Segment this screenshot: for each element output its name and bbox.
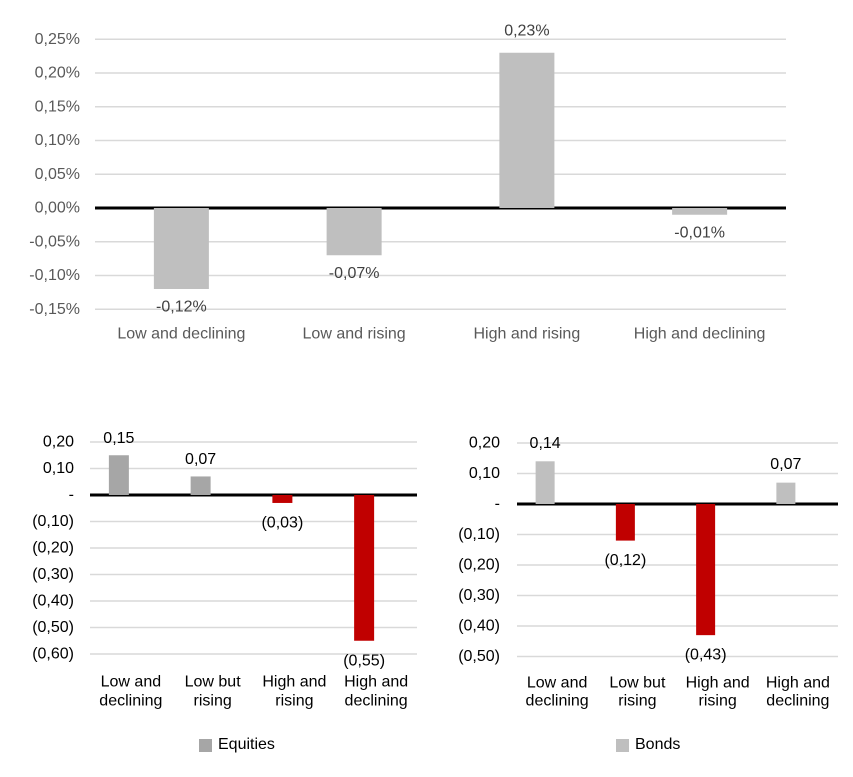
y-tick-label: (0,40) <box>458 618 500 635</box>
category-label: High and <box>262 674 326 691</box>
category-label: Low but <box>609 675 666 692</box>
legend-label-bonds: Bonds <box>635 736 681 753</box>
y-tick-label: 0,10 <box>43 460 74 477</box>
value-label: (0,55) <box>343 652 385 669</box>
y-tick-label: - <box>69 487 74 504</box>
y-tick-label: -0,05% <box>29 233 80 250</box>
y-tick-label: 0,15% <box>35 98 80 115</box>
category-label: High and rising <box>474 326 581 343</box>
legend-label-equities: Equities <box>218 736 275 753</box>
chart-bonds: 0,20 0,10 - (0,10) (0,20) (0,30) (0,40) (0,50) 0… <box>458 435 838 710</box>
y-tick-label: (0,10) <box>458 526 500 543</box>
legend-bonds: Bonds <box>616 736 680 754</box>
y-tick-label: (0,10) <box>32 513 74 530</box>
y-tick-label: (0,30) <box>458 587 500 604</box>
y-tick-label: 0,20% <box>35 65 80 82</box>
value-label: 0,07 <box>770 456 801 473</box>
category-label: High and <box>344 674 408 691</box>
category-label: rising <box>618 693 656 710</box>
category-label: High and <box>766 675 830 692</box>
y-tick-label: (0,20) <box>32 540 74 557</box>
bar-low-and-declining <box>108 455 129 495</box>
legend-swatch-equities <box>199 738 212 752</box>
category-label: declining <box>99 693 162 710</box>
category-label: High and declining <box>634 326 766 343</box>
y-tick-label: - <box>495 496 500 513</box>
y-tick-label: 0,10% <box>35 132 80 149</box>
y-tick-label: (0,50) <box>32 619 74 636</box>
y-tick-label: 0,00% <box>35 200 80 217</box>
chart-overall: 0,25% 0,20% 0,15% 0,10% 0,05% 0,00% -0,05% -0,1… <box>29 22 786 343</box>
value-label: 0,15 <box>103 430 134 447</box>
y-tick-label: -0,10% <box>29 267 80 284</box>
value-label: 0,14 <box>530 435 561 452</box>
category-label: declining <box>526 693 589 710</box>
category-label: rising <box>699 693 737 710</box>
y-tick-label: 0,20 <box>469 435 500 452</box>
category-label: rising <box>275 693 313 710</box>
y-tick-label: 0,25% <box>35 31 80 48</box>
y-tick-label: 0,05% <box>35 166 80 183</box>
bar-low-but-rising <box>190 476 211 495</box>
y-tick-label: 0,20 <box>43 434 74 451</box>
y-tick-label: (0,50) <box>458 648 500 665</box>
legend-swatch-bonds <box>616 738 629 752</box>
y-tick-label: (0,60) <box>32 646 74 663</box>
bar-high-and-rising <box>696 504 716 636</box>
chart-equities: 0,20 0,10 - (0,10) (0,20) (0,30) (0,40) (0,50) (… <box>32 430 417 710</box>
value-label: (0,12) <box>604 552 646 569</box>
value-label: -0,01% <box>674 224 725 241</box>
bar-high-and-rising <box>499 52 555 208</box>
bar-low-and-declining <box>535 461 555 504</box>
value-label: (0,43) <box>685 647 727 664</box>
category-label: rising <box>194 693 232 710</box>
y-tick-label: -0,15% <box>29 301 80 318</box>
category-label: Low and <box>101 674 162 691</box>
category-label: Low and declining <box>117 326 245 343</box>
value-label: 0,23% <box>504 22 549 39</box>
value-label: -0,07% <box>329 265 380 282</box>
bar-high-and-rising <box>272 495 293 503</box>
y-tick-label: (0,40) <box>32 593 74 610</box>
bar-low-and-declining <box>153 208 209 289</box>
category-label: High and <box>686 675 750 692</box>
y-tick-label: (0,30) <box>32 566 74 583</box>
bar-low-and-rising <box>326 208 382 256</box>
y-tick-label: 0,10 <box>469 465 500 482</box>
value-label: -0,12% <box>156 299 207 316</box>
category-label: Low and rising <box>303 326 406 343</box>
value-label: 0,07 <box>185 451 216 468</box>
bar-high-and-declining <box>354 495 375 641</box>
bar-high-and-declining <box>672 208 728 215</box>
legend-equities: Equities <box>199 736 275 754</box>
value-label: (0,03) <box>261 514 303 531</box>
category-label: declining <box>345 693 408 710</box>
bar-low-but-rising <box>615 504 635 541</box>
y-tick-label: (0,20) <box>458 557 500 574</box>
category-label: declining <box>766 693 829 710</box>
bar-high-and-declining <box>776 482 796 504</box>
category-label: Low and <box>527 675 588 692</box>
category-label: Low but <box>185 674 242 691</box>
